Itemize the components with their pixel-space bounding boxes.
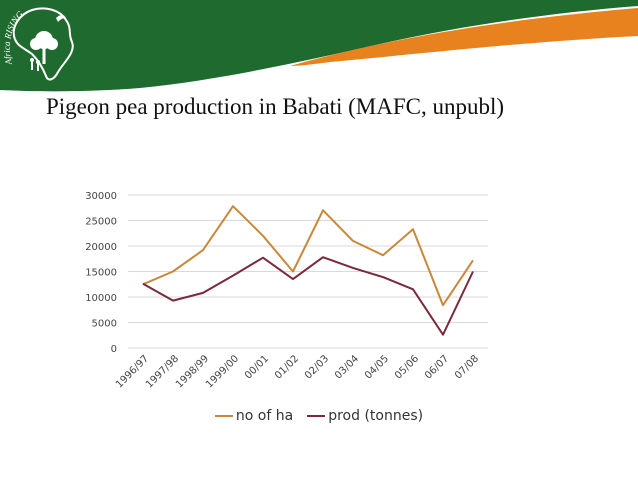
x-tick-label: 06/07 [423, 353, 451, 381]
chart-legend: no of ha prod (tonnes) [0, 406, 638, 426]
x-tick-label: 07/08 [453, 353, 481, 381]
tree-icon [30, 31, 58, 64]
svg-text:Africa RISING: Africa RISING [2, 9, 25, 67]
legend-swatch-prod [307, 415, 326, 417]
banner-green-swoosh [0, 0, 638, 92]
y-tick-label: 20000 [85, 242, 117, 253]
x-tick-label: 03/04 [333, 353, 361, 381]
header-banner [0, 0, 638, 92]
series-lines [142, 205, 474, 336]
africa-rising-logo: Africa RISING [2, 2, 80, 86]
legend-label-prod: prod (tonnes) [328, 408, 424, 424]
x-tick-label: 1999/00 [204, 353, 241, 390]
y-tick-label: 30000 [85, 191, 117, 202]
x-tick-label: 01/02 [273, 353, 301, 381]
logo-text: Africa RISING [2, 9, 25, 67]
x-tick-label: 00/01 [243, 353, 271, 381]
y-tick-label: 15000 [85, 268, 117, 279]
x-tick-label: 02/03 [303, 353, 331, 381]
series-line-prod [142, 256, 474, 336]
grid-lines [128, 194, 488, 349]
y-tick-label: 5000 [92, 319, 117, 330]
people-icon [30, 58, 40, 71]
line-chart: 0 5000 10000 15000 20000 25000 30000 1996/9719… [85, 191, 488, 390]
series-line-ha [142, 205, 474, 307]
legend-item-ha: no of ha [214, 408, 294, 424]
y-tick-label: 10000 [85, 293, 117, 304]
africa-map-icon [12, 7, 74, 81]
x-tick-label: 05/06 [393, 353, 421, 381]
y-axis-ticks: 0 5000 10000 15000 20000 25000 30000 [85, 191, 117, 355]
y-tick-label: 25000 [85, 217, 117, 228]
legend-item-prod: prod (tonnes) [307, 408, 423, 424]
legend-label-ha: no of ha [235, 408, 294, 424]
x-tick-label: 04/05 [363, 353, 391, 381]
bird-icon [56, 15, 66, 22]
y-tick-label: 0 [111, 344, 117, 355]
slide-title: Pigeon pea production in Babati (MAFC, u… [46, 94, 505, 119]
legend-swatch-ha [214, 415, 233, 417]
banner-orange-swoosh [290, 8, 638, 66]
